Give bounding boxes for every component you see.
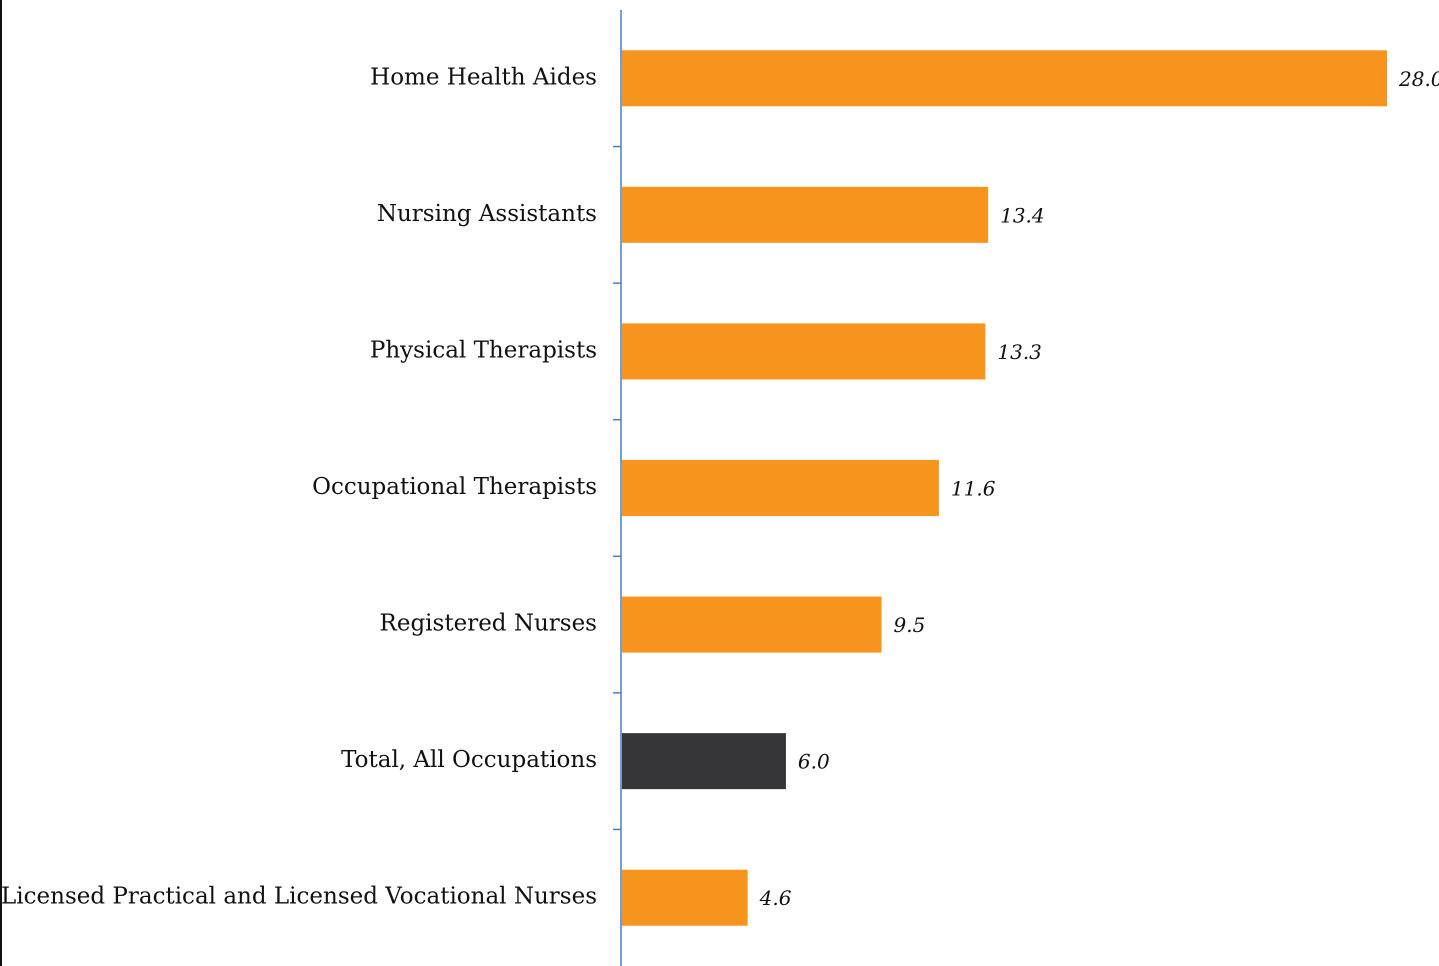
bar [622, 186, 989, 243]
category-label: Licensed Practical and Licensed Vocation… [1, 884, 597, 910]
value-label: 13.4 [1000, 203, 1045, 227]
category-label: Registered Nurses [380, 611, 597, 637]
value-label: 4.6 [759, 886, 792, 910]
left-border [0, 0, 2, 966]
bar [622, 733, 786, 790]
bar [622, 596, 882, 653]
bar [622, 323, 986, 380]
value-label: 13.3 [997, 340, 1042, 364]
category-label: Physical Therapists [370, 337, 597, 363]
value-label: 6.0 [798, 750, 830, 774]
bar [622, 460, 939, 516]
category-label: Occupational Therapists [312, 474, 597, 500]
category-label: Total, All Occupations [341, 747, 597, 773]
category-label: Home Health Aides [370, 64, 597, 90]
value-label: 28.0 [1398, 67, 1439, 91]
bar [622, 869, 748, 926]
value-label: 11.6 [951, 477, 996, 501]
value-label: 9.5 [894, 613, 926, 637]
category-label: Nursing Assistants [377, 201, 597, 227]
bar [622, 50, 1387, 107]
